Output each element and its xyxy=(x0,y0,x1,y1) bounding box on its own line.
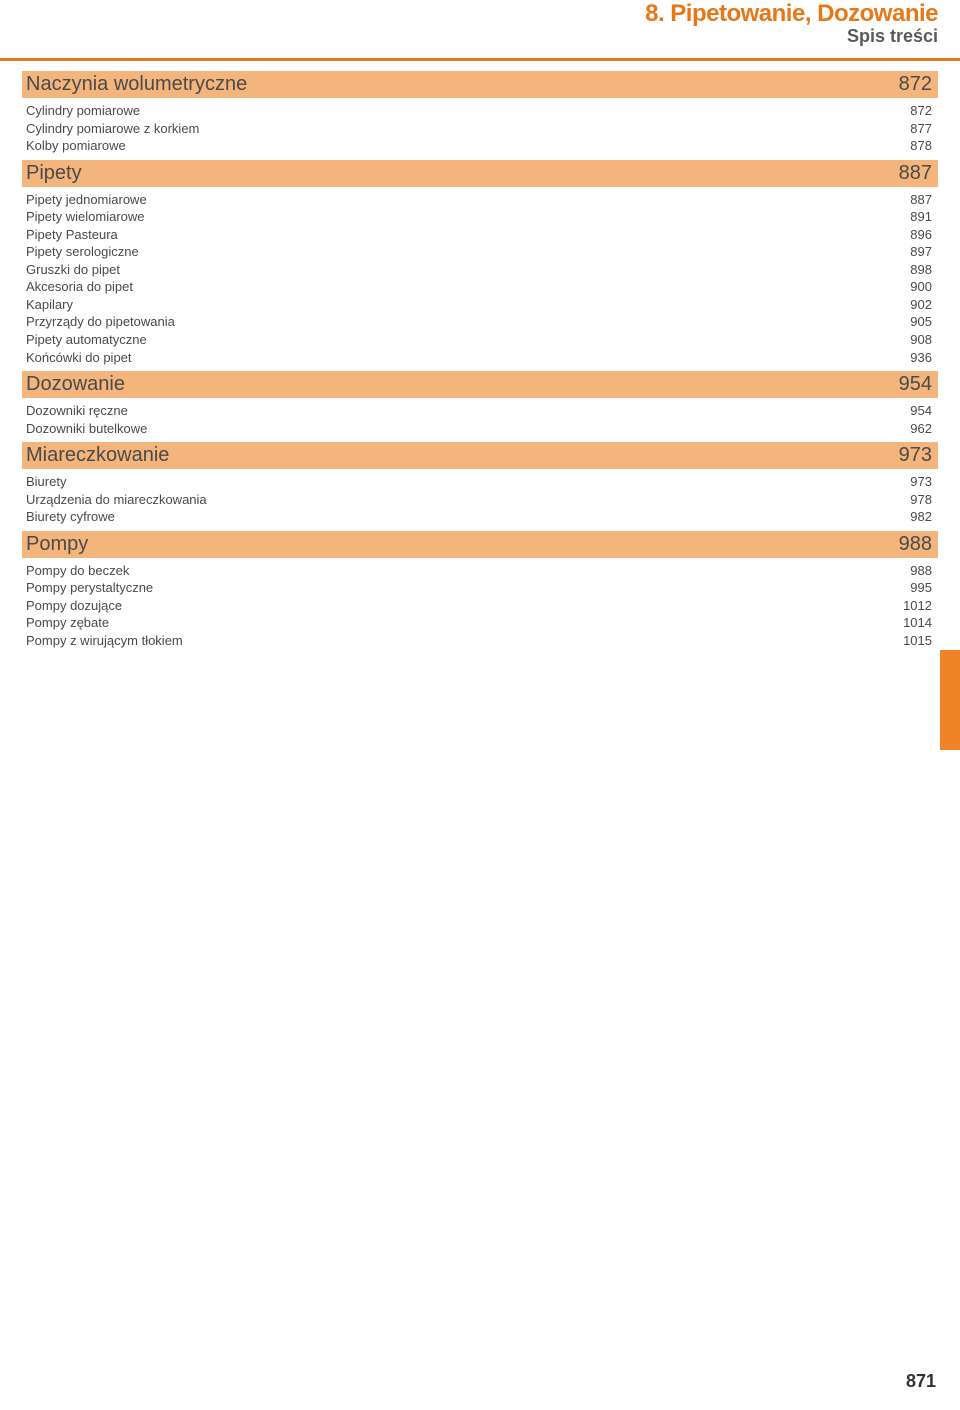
toc-item-page: 897 xyxy=(910,243,932,261)
toc-item-page: 1015 xyxy=(903,632,932,650)
toc-item-row[interactable]: Pompy z wirującym tłokiem 1015 xyxy=(22,632,938,650)
toc-item-page: 887 xyxy=(910,191,932,209)
toc-item-row[interactable]: Pipety serologiczne 897 xyxy=(22,243,938,261)
toc-item-row[interactable]: Pipety automatyczne 908 xyxy=(22,331,938,349)
toc-item-page: 1012 xyxy=(903,597,932,615)
toc-item-label: Kolby pomiarowe xyxy=(26,137,126,155)
toc-item-page: 891 xyxy=(910,208,932,226)
toc-item-page: 898 xyxy=(910,261,932,279)
toc-item-label: Kapilary xyxy=(26,296,73,314)
header-rule xyxy=(0,58,960,61)
toc-section-page: 954 xyxy=(899,373,932,396)
toc-item-page: 896 xyxy=(910,226,932,244)
toc-item-label: Pompy perystaltyczne xyxy=(26,579,153,597)
toc-item-row[interactable]: Biurety 973 xyxy=(22,473,938,491)
toc-item-row[interactable]: Gruszki do pipet 898 xyxy=(22,261,938,279)
toc-section-title: Dozowanie xyxy=(26,373,125,396)
toc-item-label: Pompy zębate xyxy=(26,614,109,632)
toc-item-page: 1014 xyxy=(903,614,932,632)
toc-item-row[interactable]: Pompy do beczek 988 xyxy=(22,562,938,580)
toc-item-row[interactable]: Pipety Pasteura 896 xyxy=(22,226,938,244)
toc-item-page: 988 xyxy=(910,562,932,580)
toc-item-row[interactable]: Kolby pomiarowe 878 xyxy=(22,137,938,155)
toc-item-label: Końcówki do pipet xyxy=(26,349,132,367)
toc-items-group: Dozowniki ręczne 954 Dozowniki butelkowe 96… xyxy=(22,402,938,437)
toc-item-row[interactable]: Przyrządy do pipetowania 905 xyxy=(22,313,938,331)
toc-section-page: 988 xyxy=(899,533,932,556)
toc-item-label: Pompy dozujące xyxy=(26,597,122,615)
toc-item-row[interactable]: Dozowniki ręczne 954 xyxy=(22,402,938,420)
toc-item-page: 908 xyxy=(910,331,932,349)
toc-item-row[interactable]: Cylindry pomiarowe z korkiem 877 xyxy=(22,120,938,138)
toc-item-page: 954 xyxy=(910,402,932,420)
toc-item-page: 936 xyxy=(910,349,932,367)
toc-item-row[interactable]: Dozowniki butelkowe 962 xyxy=(22,420,938,438)
toc-item-row[interactable]: Kapilary 902 xyxy=(22,296,938,314)
toc-section-title: Pipety xyxy=(26,162,82,185)
toc-item-label: Biurety cyfrowe xyxy=(26,508,115,526)
toc-item-label: Dozowniki butelkowe xyxy=(26,420,147,438)
toc-items-group: Pompy do beczek 988 Pompy perystaltyczne 99… xyxy=(22,562,938,650)
toc-item-label: Pompy do beczek xyxy=(26,562,129,580)
toc-section-page: 887 xyxy=(899,162,932,185)
toc-item-label: Biurety xyxy=(26,473,66,491)
toc-section-row[interactable]: Naczynia wolumetryczne 872 xyxy=(22,71,938,98)
toc-item-page: 905 xyxy=(910,313,932,331)
toc-item-label: Dozowniki ręczne xyxy=(26,402,128,420)
toc-section-page: 973 xyxy=(899,444,932,467)
toc-item-row[interactable]: Pompy dozujące 1012 xyxy=(22,597,938,615)
toc-item-row[interactable]: Pipety wielomiarowe 891 xyxy=(22,208,938,226)
toc-item-page: 973 xyxy=(910,473,932,491)
toc-section-title: Miareczkowanie xyxy=(26,444,169,467)
toc-item-page: 978 xyxy=(910,491,932,509)
toc-item-label: Cylindry pomiarowe z korkiem xyxy=(26,120,199,138)
toc-items-group: Cylindry pomiarowe872Cylindry pomiarowe … xyxy=(22,102,938,155)
table-of-contents: Naczynia wolumetryczne872Cylindry pomiar… xyxy=(22,71,938,650)
toc-section-title: Naczynia wolumetryczne xyxy=(26,73,247,96)
toc-item-label: Gruszki do pipet xyxy=(26,261,120,279)
toc-item-row[interactable]: Urządzenia do miareczkowania 978 xyxy=(22,491,938,509)
toc-item-row[interactable]: Akcesoria do pipet 900 xyxy=(22,278,938,296)
toc-item-page: 902 xyxy=(910,296,932,314)
toc-item-label: Pipety wielomiarowe xyxy=(26,208,145,226)
page-number: 871 xyxy=(906,1371,936,1392)
toc-item-page: 872 xyxy=(910,102,932,120)
toc-section-row[interactable]: Pompy 988 xyxy=(22,531,938,558)
toc-item-label: Urządzenia do miareczkowania xyxy=(26,491,207,509)
toc-item-label: Akcesoria do pipet xyxy=(26,278,133,296)
subtitle: Spis treści xyxy=(22,26,938,47)
toc-item-row[interactable]: Biurety cyfrowe 982 xyxy=(22,508,938,526)
toc-items-group: Pipety jednomiarowe887Pipety wielomiarow… xyxy=(22,191,938,366)
toc-item-label: Pompy z wirującym tłokiem xyxy=(26,632,183,650)
page-header: 8. Pipetowanie, Dozowanie Spis treści xyxy=(22,0,938,53)
toc-section-row[interactable]: Miareczkowanie 973 xyxy=(22,442,938,469)
toc-item-label: Pipety Pasteura xyxy=(26,226,118,244)
side-tab xyxy=(940,650,960,750)
toc-section-title: Pompy xyxy=(26,533,88,556)
toc-item-row[interactable]: Cylindry pomiarowe 872 xyxy=(22,102,938,120)
toc-item-page: 900 xyxy=(910,278,932,296)
toc-item-page: 995 xyxy=(910,579,932,597)
chapter-title: 8. Pipetowanie, Dozowanie xyxy=(22,0,938,28)
toc-item-label: Pipety jednomiarowe xyxy=(26,191,147,209)
toc-item-row[interactable]: Pompy perystaltyczne 995 xyxy=(22,579,938,597)
toc-section-page: 872 xyxy=(899,73,932,96)
toc-item-page: 962 xyxy=(910,420,932,438)
toc-item-row[interactable]: Końcówki do pipet 936 xyxy=(22,349,938,367)
toc-section-row[interactable]: Dozowanie 954 xyxy=(22,371,938,398)
toc-item-page: 878 xyxy=(910,137,932,155)
toc-items-group: Biurety 973 Urządzenia do miareczkowania 97… xyxy=(22,473,938,526)
toc-item-page: 982 xyxy=(910,508,932,526)
toc-item-label: Pipety serologiczne xyxy=(26,243,139,261)
toc-item-label: Pipety automatyczne xyxy=(26,331,147,349)
toc-item-label: Cylindry pomiarowe xyxy=(26,102,140,120)
toc-item-label: Przyrządy do pipetowania xyxy=(26,313,175,331)
toc-item-row[interactable]: Pipety jednomiarowe 887 xyxy=(22,191,938,209)
toc-item-row[interactable]: Pompy zębate 1014 xyxy=(22,614,938,632)
toc-section-row[interactable]: Pipety 887 xyxy=(22,160,938,187)
toc-item-page: 877 xyxy=(910,120,932,138)
